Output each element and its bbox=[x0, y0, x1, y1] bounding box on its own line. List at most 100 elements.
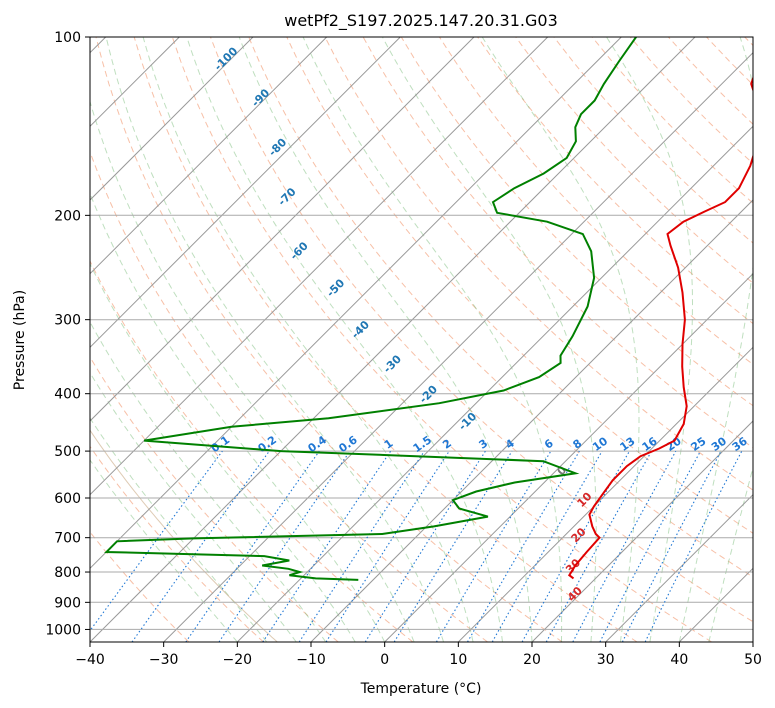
x-tick-label: −10 bbox=[296, 652, 326, 668]
mixing-ratio-label: 0.6 bbox=[336, 433, 360, 455]
isotherm-line bbox=[90, 37, 475, 422]
mixing-ratio-label: 2 bbox=[440, 437, 454, 452]
y-tick-label: 300 bbox=[54, 313, 81, 329]
x-axis-title: Temperature (°C) bbox=[360, 681, 482, 697]
moist-adiabat-line bbox=[90, 371, 297, 642]
mixing-ratio-line bbox=[599, 450, 701, 642]
mixing-ratio-line bbox=[521, 450, 630, 642]
height-label: -90 bbox=[249, 86, 272, 109]
isotherm-line bbox=[457, 346, 753, 642]
moist-adiabat-line bbox=[238, 37, 533, 642]
moist-adiabat-line bbox=[678, 37, 753, 642]
moist-adiabat-line bbox=[105, 37, 445, 642]
reference-label: 40 bbox=[565, 584, 585, 604]
mixing-ratio-label: 0.1 bbox=[209, 433, 232, 455]
x-tick-label: 20 bbox=[523, 652, 541, 668]
height-label: -60 bbox=[288, 239, 311, 262]
moist-adiabat-line bbox=[90, 321, 327, 642]
y-tick-label: 400 bbox=[54, 387, 81, 403]
plot-frame bbox=[89, 36, 754, 643]
dry-adiabat-line bbox=[90, 356, 339, 642]
y-tick-label: 900 bbox=[54, 595, 81, 611]
moist-adiabat-line bbox=[606, 37, 693, 642]
y-axis-title: Pressure (hPa) bbox=[12, 290, 28, 390]
isotherm-line bbox=[531, 420, 753, 642]
x-tick-label: 0 bbox=[380, 652, 389, 668]
mixing-ratio-line bbox=[393, 450, 513, 642]
dry-adiabat-line bbox=[706, 37, 753, 86]
moist-adiabat-line bbox=[708, 465, 753, 642]
mixing-ratio-line bbox=[262, 450, 392, 642]
moist-adiabat-line bbox=[481, 37, 640, 642]
x-tick-label: 40 bbox=[670, 652, 688, 668]
mixing-ratio-line bbox=[298, 450, 425, 642]
moist-adiabat-line bbox=[142, 37, 474, 642]
dry-adiabat-line bbox=[744, 37, 753, 47]
height-label: -10 bbox=[456, 410, 479, 433]
chart-title: wetPf2_S197.2025.147.20.31.G03 bbox=[284, 11, 558, 31]
y-tick-label: 600 bbox=[54, 491, 81, 507]
moist-adiabat-line bbox=[186, 37, 503, 642]
x-tick-label: 10 bbox=[449, 652, 467, 668]
x-tick-label: −30 bbox=[149, 652, 179, 668]
isotherm-line bbox=[90, 37, 401, 349]
mixing-ratio-line bbox=[364, 450, 486, 642]
dry-adiabat-line bbox=[133, 37, 638, 642]
isotherm-line bbox=[90, 37, 328, 275]
mixing-ratio-label: 1.5 bbox=[411, 433, 434, 455]
x-tick-label: −40 bbox=[75, 652, 105, 668]
mixing-ratio-label: 6 bbox=[542, 437, 556, 452]
moist-adiabat-line bbox=[302, 37, 563, 642]
isotherm-line bbox=[310, 199, 753, 642]
mixing-ratio-line bbox=[218, 450, 351, 642]
dry-adiabat-line bbox=[210, 37, 753, 623]
isotherm-line bbox=[605, 493, 753, 642]
isotherm-line bbox=[163, 51, 753, 642]
dry-adiabat-line bbox=[90, 445, 264, 642]
dry-adiabat-line bbox=[248, 37, 753, 578]
height-label: -30 bbox=[381, 352, 404, 375]
mixing-ratio-line bbox=[572, 450, 677, 642]
isotherm-line bbox=[752, 641, 753, 642]
x-tick-label: 50 bbox=[744, 652, 762, 668]
mixing-ratio-line bbox=[90, 450, 223, 632]
x-tick-label: 30 bbox=[597, 652, 615, 668]
isotherm-line bbox=[90, 37, 696, 642]
mixing-ratio-line bbox=[644, 450, 743, 642]
height-label: -50 bbox=[324, 276, 347, 299]
y-tick-label: 500 bbox=[54, 444, 81, 460]
y-tick-label: 700 bbox=[54, 531, 81, 547]
isotherm-line bbox=[236, 125, 753, 642]
isotherm-line bbox=[90, 37, 254, 201]
moist-adiabat-line bbox=[381, 37, 597, 642]
dry-adiabat-line bbox=[90, 531, 190, 642]
moist-adiabat-line bbox=[90, 459, 238, 642]
mixing-ratio-line bbox=[131, 450, 270, 642]
reference-curve bbox=[90, 429, 278, 642]
dry-adiabat-line bbox=[515, 37, 753, 284]
moist-adiabat-line bbox=[90, 99, 415, 642]
height-label: -100 bbox=[212, 44, 241, 73]
x-tick-label: −20 bbox=[223, 652, 253, 668]
isotherm-line bbox=[90, 37, 549, 496]
temperature-line bbox=[567, 75, 753, 580]
mixing-ratio-line bbox=[467, 450, 580, 642]
mixing-ratio-line bbox=[325, 450, 450, 642]
dry-adiabat-line bbox=[286, 37, 753, 534]
y-tick-label: 1000 bbox=[45, 622, 81, 638]
dry-adiabat-line bbox=[324, 37, 753, 491]
isotherm-line bbox=[678, 567, 753, 642]
dry-adiabat-line bbox=[95, 37, 563, 642]
dry-adiabat-line bbox=[90, 150, 488, 642]
height-label: -20 bbox=[417, 383, 440, 406]
dry-adiabat-line bbox=[90, 259, 414, 642]
y-tick-label: 800 bbox=[54, 565, 81, 581]
mixing-ratio-line bbox=[185, 450, 320, 642]
y-tick-label: 100 bbox=[54, 30, 81, 46]
height-label: -40 bbox=[349, 318, 372, 341]
moist-adiabat-line bbox=[90, 262, 356, 642]
dewpoint-line bbox=[104, 37, 637, 581]
y-tick-label: 200 bbox=[54, 208, 81, 224]
mixing-ratio-line bbox=[545, 450, 653, 642]
